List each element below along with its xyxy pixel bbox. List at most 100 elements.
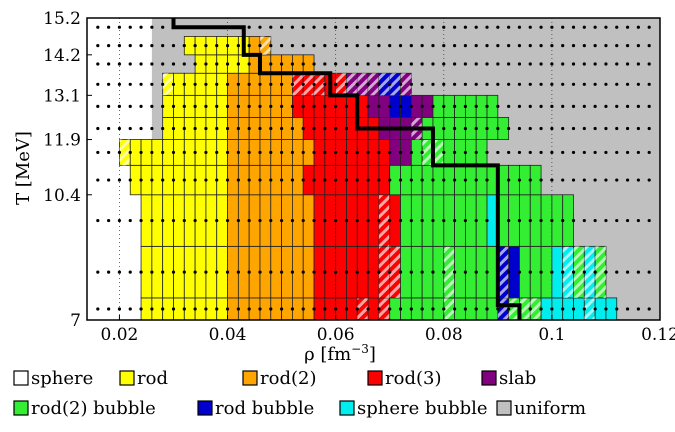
grid-dot-0-7 [171, 307, 176, 311]
cell-rod2_bubble-r0-c35 [475, 297, 488, 320]
grid-dot-7-25 [366, 82, 370, 86]
grid-dot-4-27 [388, 150, 392, 155]
grid-dot-6-47 [604, 104, 608, 108]
cell-rod2_bubble-r1-c33 [454, 245, 466, 299]
legend-swatch-rod2 [242, 370, 258, 386]
cell-slab-r4-c27 [389, 139, 401, 166]
grid-dot-9-19 [301, 44, 305, 48]
grid-dot-1-48 [615, 270, 619, 274]
grid-dot-1-14 [247, 270, 251, 274]
grid-dot-8-47 [604, 62, 608, 66]
cell-rod2_bubble-r3-c32 [443, 164, 455, 196]
grid-dot-4-50 [636, 150, 640, 155]
grid-dot-3-19 [301, 178, 305, 182]
grid-dot-9-46 [593, 44, 597, 48]
cell-hatch-r0-c26 [378, 297, 390, 320]
cell-rod2-r5-c16 [270, 117, 283, 140]
grid-dot-9-29 [409, 44, 413, 48]
grid-dot-6-3 [128, 104, 132, 108]
cell-hatch-r7-c28 [400, 73, 412, 96]
grid-dot-9-20 [312, 44, 316, 48]
cell-rod-r2-c7 [173, 194, 185, 247]
cell-rod2-r0-c14 [248, 297, 261, 320]
grid-dot-3-47 [604, 178, 608, 182]
cell-rod2_bubble-r5-c35 [475, 117, 488, 140]
cell-rod2_bubble-r4-c35 [475, 139, 488, 166]
grid-dot-0-18 [290, 307, 295, 311]
grid-dot-1-44 [571, 270, 576, 274]
grid-dot-1-23 [344, 270, 349, 274]
grid-dot-5-0 [96, 126, 100, 131]
grid-dot-7-26 [377, 82, 381, 86]
grid-dot-3-16 [269, 178, 273, 182]
grid-dot-8-36 [485, 62, 489, 66]
grid-dot-4-14 [247, 150, 251, 155]
legend: sphere rod rod(2) rod(3) slab rod(2) bubble ro… [13, 368, 586, 419]
grid-dot-3-26 [377, 178, 381, 182]
grid-dot-7-37 [496, 82, 500, 86]
grid-dot-0-19 [301, 307, 305, 311]
cell-rod-r3-c7 [173, 164, 185, 196]
cell-rod-r1-c4 [140, 245, 153, 299]
grid-dot-4-11 [215, 150, 219, 155]
cell-hatch-r7-c19 [303, 73, 315, 96]
legend-swatch-rod2_bubble [13, 400, 29, 416]
cell-rod2-r5-c17 [281, 117, 293, 140]
grid-dot-10-44 [571, 25, 576, 29]
legend-swatch-slab [481, 370, 497, 386]
grid-dot-5-13 [236, 126, 240, 131]
grid-dot-9-26 [377, 44, 381, 48]
grid-dot-7-29 [409, 82, 413, 86]
cell-rod3-r4-c26 [378, 139, 391, 166]
grid-dot-8-31 [431, 62, 435, 66]
grid-dot-6-40 [528, 104, 532, 108]
grid-dot-5-23 [344, 126, 349, 131]
cell-hatch-r7-c26 [378, 73, 390, 96]
grid-dot-3-43 [561, 178, 565, 182]
grid-dot-1-41 [539, 270, 543, 274]
cell-hatch-r0-c40 [530, 297, 542, 320]
grid-dot-10-26 [377, 25, 381, 29]
grid-dot-6-1 [107, 104, 111, 108]
cell-rod2_bubble-r2-c43 [562, 194, 574, 247]
grid-dot-0-30 [420, 307, 424, 311]
grid-dot-10-36 [485, 25, 489, 29]
grid-dot-2-25 [366, 218, 370, 223]
grid-dot-2-6 [161, 218, 165, 223]
grid-dot-2-50 [636, 218, 640, 223]
grid-dot-1-22 [334, 270, 338, 274]
cell-rod-r2-c6 [162, 194, 174, 247]
cell-rod-r5-c9 [194, 117, 207, 140]
grid-dot-6-27 [388, 104, 392, 108]
grid-dot-9-15 [258, 44, 262, 48]
cell-rod2_bubble-r5-c37 [497, 117, 510, 140]
grid-dot-0-26 [377, 307, 381, 311]
grid-dot-10-47 [604, 25, 608, 29]
grid-dot-1-28 [398, 270, 403, 274]
cell-hatch-r1-c44 [573, 246, 585, 298]
grid-dot-6-5 [150, 104, 154, 108]
grid-dot-0-2 [117, 307, 122, 311]
grid-dot-6-11 [215, 104, 219, 108]
grid-dot-0-25 [366, 307, 370, 311]
grid-dot-2-30 [420, 218, 424, 223]
cell-rod2_bubble-r2-c30 [421, 194, 434, 247]
grid-dot-4-10 [204, 150, 208, 155]
grid-dot-1-18 [290, 270, 295, 274]
grid-dot-8-6 [161, 62, 165, 66]
grid-dot-6-41 [539, 104, 543, 108]
cell-rod-r2-c5 [151, 194, 164, 247]
grid-dot-10-33 [452, 25, 457, 29]
grid-dot-7-20 [312, 82, 316, 86]
grid-dot-2-7 [171, 218, 176, 223]
grid-dot-3-2 [117, 178, 122, 182]
legend-label-rod3: rod(3) [385, 368, 441, 389]
y-tick-label-3: 13.1 [43, 86, 81, 106]
grid-dot-7-3 [128, 82, 132, 86]
grid-dot-2-24 [355, 218, 359, 223]
grid-dot-8-25 [366, 62, 370, 66]
cell-rod-r1-c8 [183, 245, 196, 299]
grid-dot-8-35 [474, 62, 478, 66]
cell-rod2-r4-c13 [237, 139, 250, 166]
cell-rod3-r2-c24 [356, 194, 369, 247]
